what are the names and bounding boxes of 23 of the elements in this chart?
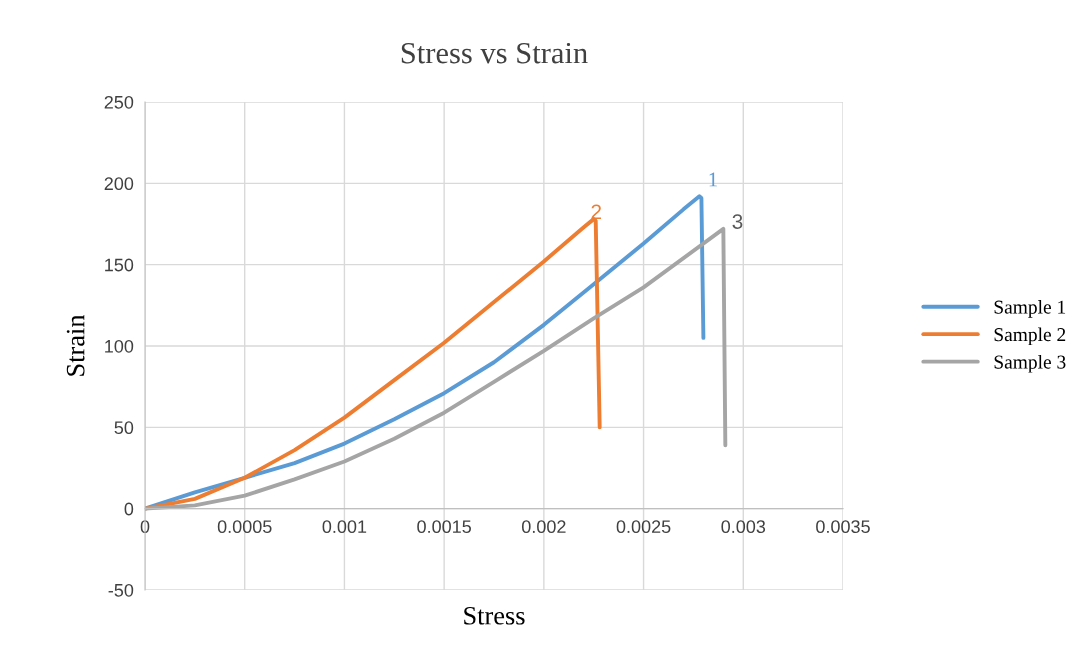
annotation: 1 <box>709 172 717 187</box>
y-tick-label: 150 <box>105 258 134 272</box>
legend-label: Sample 2 <box>994 327 1066 346</box>
x-tick-label: 0.001 <box>322 520 367 534</box>
y-tick-label: 100 <box>105 339 134 353</box>
x-tick-label: 0.0035 <box>816 520 870 534</box>
x-axis-title: Stress <box>464 606 525 625</box>
legend-label: Sample 3 <box>994 354 1066 373</box>
x-tick-label: 0.0015 <box>417 520 471 534</box>
y-tick-label: 0 <box>124 502 134 516</box>
y-tick-label: 50 <box>114 421 134 435</box>
x-tick-label: 0.002 <box>521 520 566 534</box>
y-tick-label: 200 <box>104 177 134 191</box>
chart-title: Stress vs Strain <box>401 42 588 64</box>
y-tick-label: 250 <box>104 95 134 109</box>
x-tick-label: 0.0005 <box>217 520 272 534</box>
x-tick-label: 0.003 <box>721 520 766 534</box>
x-tick-label: 0 <box>140 520 150 534</box>
legend-label: Sample 1 <box>994 300 1066 318</box>
y-tick-label: -50 <box>108 583 134 597</box>
y-axis-title: Strain <box>66 314 85 376</box>
x-tick-label: 0.0025 <box>616 520 671 534</box>
annotation: 3 <box>732 214 743 229</box>
